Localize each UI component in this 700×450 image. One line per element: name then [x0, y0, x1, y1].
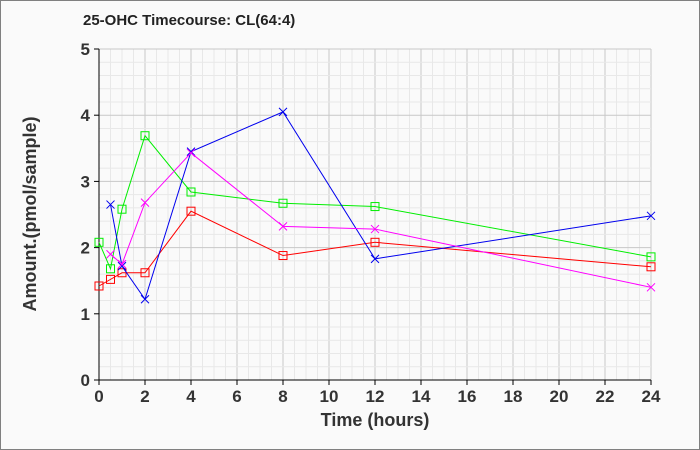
chart-title: 25-OHC Timecourse: CL(64:4) — [83, 12, 296, 29]
x-tick-label: 20 — [550, 387, 569, 406]
data-point-x — [140, 198, 150, 207]
y-tick-label: 5 — [81, 40, 90, 59]
y-tick-label: 2 — [81, 239, 90, 258]
series-red — [94, 206, 656, 291]
x-tick-label: 24 — [642, 387, 661, 406]
data-point-square — [646, 252, 656, 262]
data-point-square — [140, 268, 150, 278]
data-point-square — [117, 204, 127, 214]
x-tick-label: 16 — [458, 387, 477, 406]
x-tick-label: 0 — [94, 387, 103, 406]
data-point-x — [106, 200, 115, 209]
data-point-x — [186, 148, 196, 158]
data-point-square — [94, 237, 104, 247]
series-green — [94, 131, 656, 274]
data-point-square — [106, 264, 115, 274]
data-point-x — [646, 282, 656, 292]
data-point-x — [278, 222, 288, 231]
series-blue — [106, 107, 656, 304]
data-point-x — [370, 224, 380, 234]
axes — [94, 48, 652, 385]
data-point-square — [278, 251, 288, 261]
y-tick-label: 4 — [81, 106, 91, 125]
data-point-square — [186, 206, 196, 216]
x-tick-label: 12 — [366, 387, 385, 406]
y-tick-label: 3 — [81, 172, 90, 191]
data-point-square — [140, 131, 150, 141]
data-point-x — [106, 249, 115, 259]
data-point-square — [370, 202, 380, 212]
data-point-x — [278, 107, 288, 117]
x-tick-label: 10 — [320, 387, 339, 406]
data-point-square — [186, 187, 196, 197]
data-point-square — [278, 198, 288, 208]
y-tick-label: 1 — [81, 305, 90, 324]
x-axis-label: Time (hours) — [321, 410, 430, 430]
data-point-x — [370, 254, 380, 264]
x-tick-label: 18 — [504, 387, 523, 406]
data-point-x — [117, 261, 127, 271]
data-point-x — [646, 211, 656, 221]
x-tick-label: 22 — [596, 387, 615, 406]
x-tick-label: 14 — [412, 387, 431, 406]
series-line-red — [98, 210, 652, 287]
x-tick-label: 8 — [278, 387, 287, 406]
data-point-square — [94, 281, 104, 291]
x-tick-label: 6 — [232, 387, 241, 406]
series — [94, 107, 656, 304]
data-point-x — [140, 294, 150, 304]
data-point-square — [646, 262, 656, 272]
data-point-square — [106, 274, 115, 284]
y-axis-label: Amount.(pmol/sample) — [20, 116, 40, 311]
series-magenta — [106, 148, 656, 292]
data-point-x — [117, 259, 127, 269]
series-line-green — [98, 134, 652, 271]
data-point-x — [186, 147, 196, 156]
x-tick-label: 2 — [140, 387, 149, 406]
y-tick-label: 0 — [81, 371, 90, 390]
x-tick-label: 4 — [186, 387, 196, 406]
grid — [98, 48, 652, 381]
data-point-square — [370, 237, 380, 247]
